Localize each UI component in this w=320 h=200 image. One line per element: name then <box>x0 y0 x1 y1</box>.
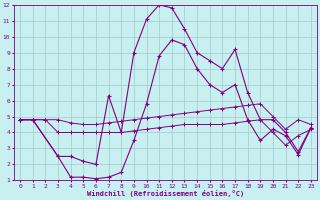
X-axis label: Windchill (Refroidissement éolien,°C): Windchill (Refroidissement éolien,°C) <box>87 190 244 197</box>
